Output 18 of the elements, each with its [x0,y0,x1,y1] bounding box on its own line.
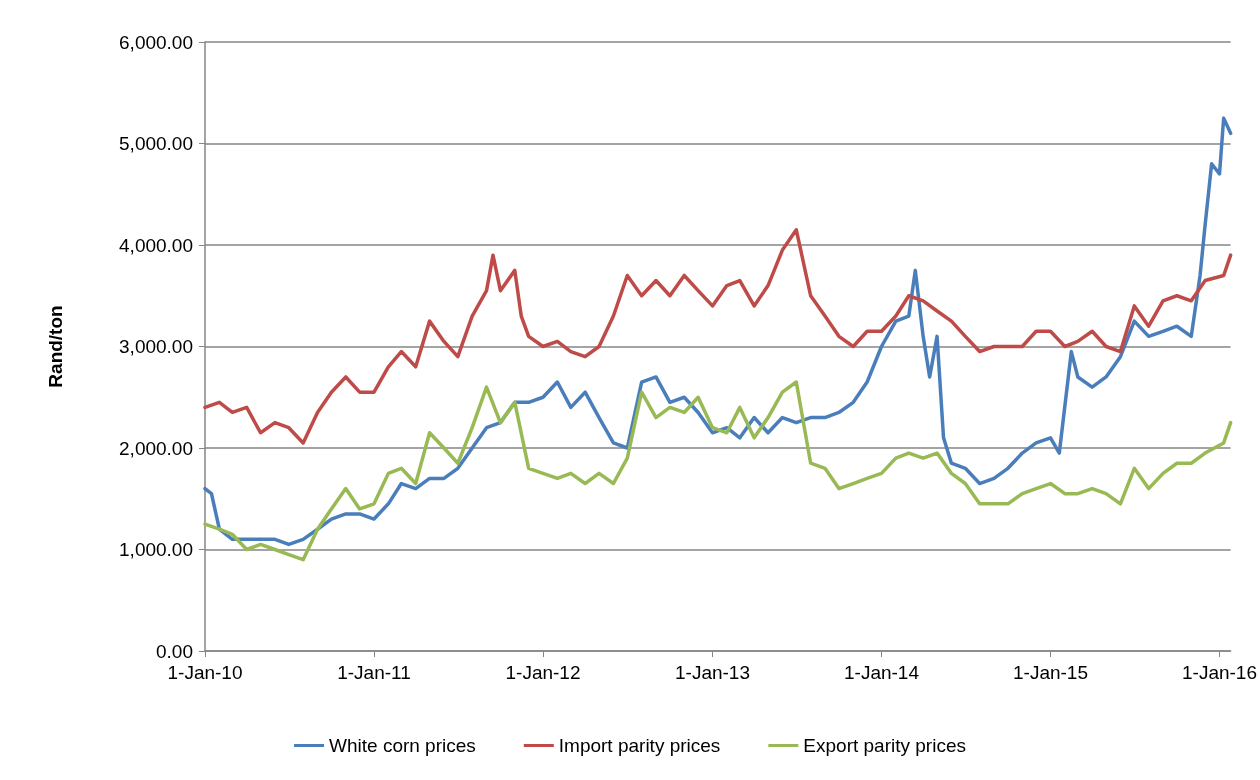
x-tick-label: 1-Jan-13 [674,662,750,683]
y-tick-label: 3,000.00 [119,336,193,357]
x-tick-label: 1-Jan-12 [505,662,581,683]
x-tick-label: 1-Jan-15 [1013,662,1088,683]
legend-label: White corn prices [329,735,476,756]
y-tick-label: 0.00 [156,640,193,662]
x-tick-label: 1-Jan-10 [167,662,243,683]
y-axis-title: Rand/ton [45,305,66,388]
legend-label: Import parity prices [558,735,721,756]
y-tick-label: 2,000.00 [119,437,193,459]
legend-label: Export parity prices [803,735,966,756]
x-tick-label: 1-Jan-11 [337,662,411,683]
x-tick-label: 1-Jan-16 [1182,662,1258,683]
y-tick-label: 6,000.00 [119,31,193,53]
y-tick-label: 1,000.00 [119,539,193,560]
y-tick-label: 4,000.00 [119,234,193,256]
y-tick-label: 5,000.00 [119,133,193,154]
x-tick-label: 1-Jan-14 [843,662,920,683]
